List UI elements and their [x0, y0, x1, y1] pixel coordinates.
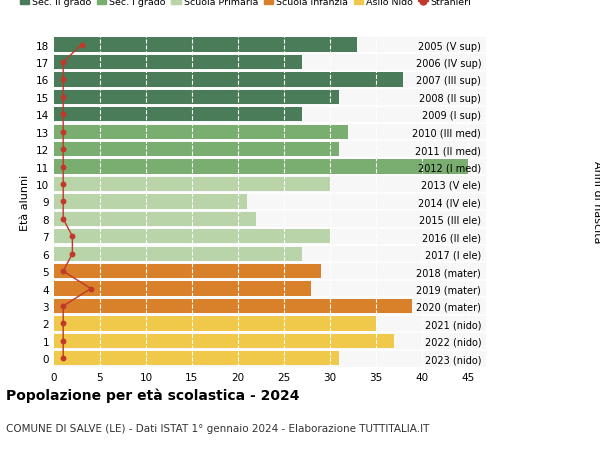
Bar	[54, 73, 403, 87]
Bar	[54, 56, 302, 70]
Bar	[54, 160, 467, 174]
Bar	[54, 299, 412, 313]
Text: Popolazione per età scolastica - 2024: Popolazione per età scolastica - 2024	[6, 388, 299, 403]
Point	[58, 216, 68, 223]
Point	[58, 320, 68, 327]
Y-axis label: Età alunni: Età alunni	[20, 174, 31, 230]
Point	[58, 181, 68, 188]
Bar	[54, 317, 376, 331]
Point	[58, 146, 68, 153]
Point	[58, 112, 68, 119]
Bar	[54, 125, 348, 140]
Bar	[54, 247, 302, 261]
Bar	[54, 334, 394, 348]
Point	[68, 251, 77, 258]
Point	[58, 355, 68, 362]
Text: COMUNE DI SALVE (LE) - Dati ISTAT 1° gennaio 2024 - Elaborazione TUTTITALIA.IT: COMUNE DI SALVE (LE) - Dati ISTAT 1° gen…	[6, 424, 430, 433]
Bar	[54, 264, 320, 279]
Point	[58, 77, 68, 84]
Bar	[54, 38, 358, 52]
Point	[58, 129, 68, 136]
Bar	[54, 230, 330, 244]
Text: Anni di nascita: Anni di nascita	[592, 161, 600, 243]
Bar	[54, 90, 339, 105]
Point	[58, 268, 68, 275]
Point	[58, 302, 68, 310]
Bar	[54, 108, 302, 122]
Point	[58, 163, 68, 171]
Bar	[54, 352, 339, 366]
Point	[58, 337, 68, 345]
Bar	[54, 195, 247, 209]
Point	[58, 94, 68, 101]
Point	[68, 233, 77, 241]
Legend: Sec. II grado, Sec. I grado, Scuola Primaria, Scuola Infanzia, Asilo Nido, Stran: Sec. II grado, Sec. I grado, Scuola Prim…	[20, 0, 472, 7]
Point	[77, 42, 86, 49]
Point	[58, 198, 68, 206]
Point	[86, 285, 95, 292]
Bar	[54, 178, 330, 192]
Bar	[54, 282, 311, 296]
Bar	[54, 212, 256, 226]
Point	[58, 59, 68, 67]
Bar	[54, 143, 339, 157]
